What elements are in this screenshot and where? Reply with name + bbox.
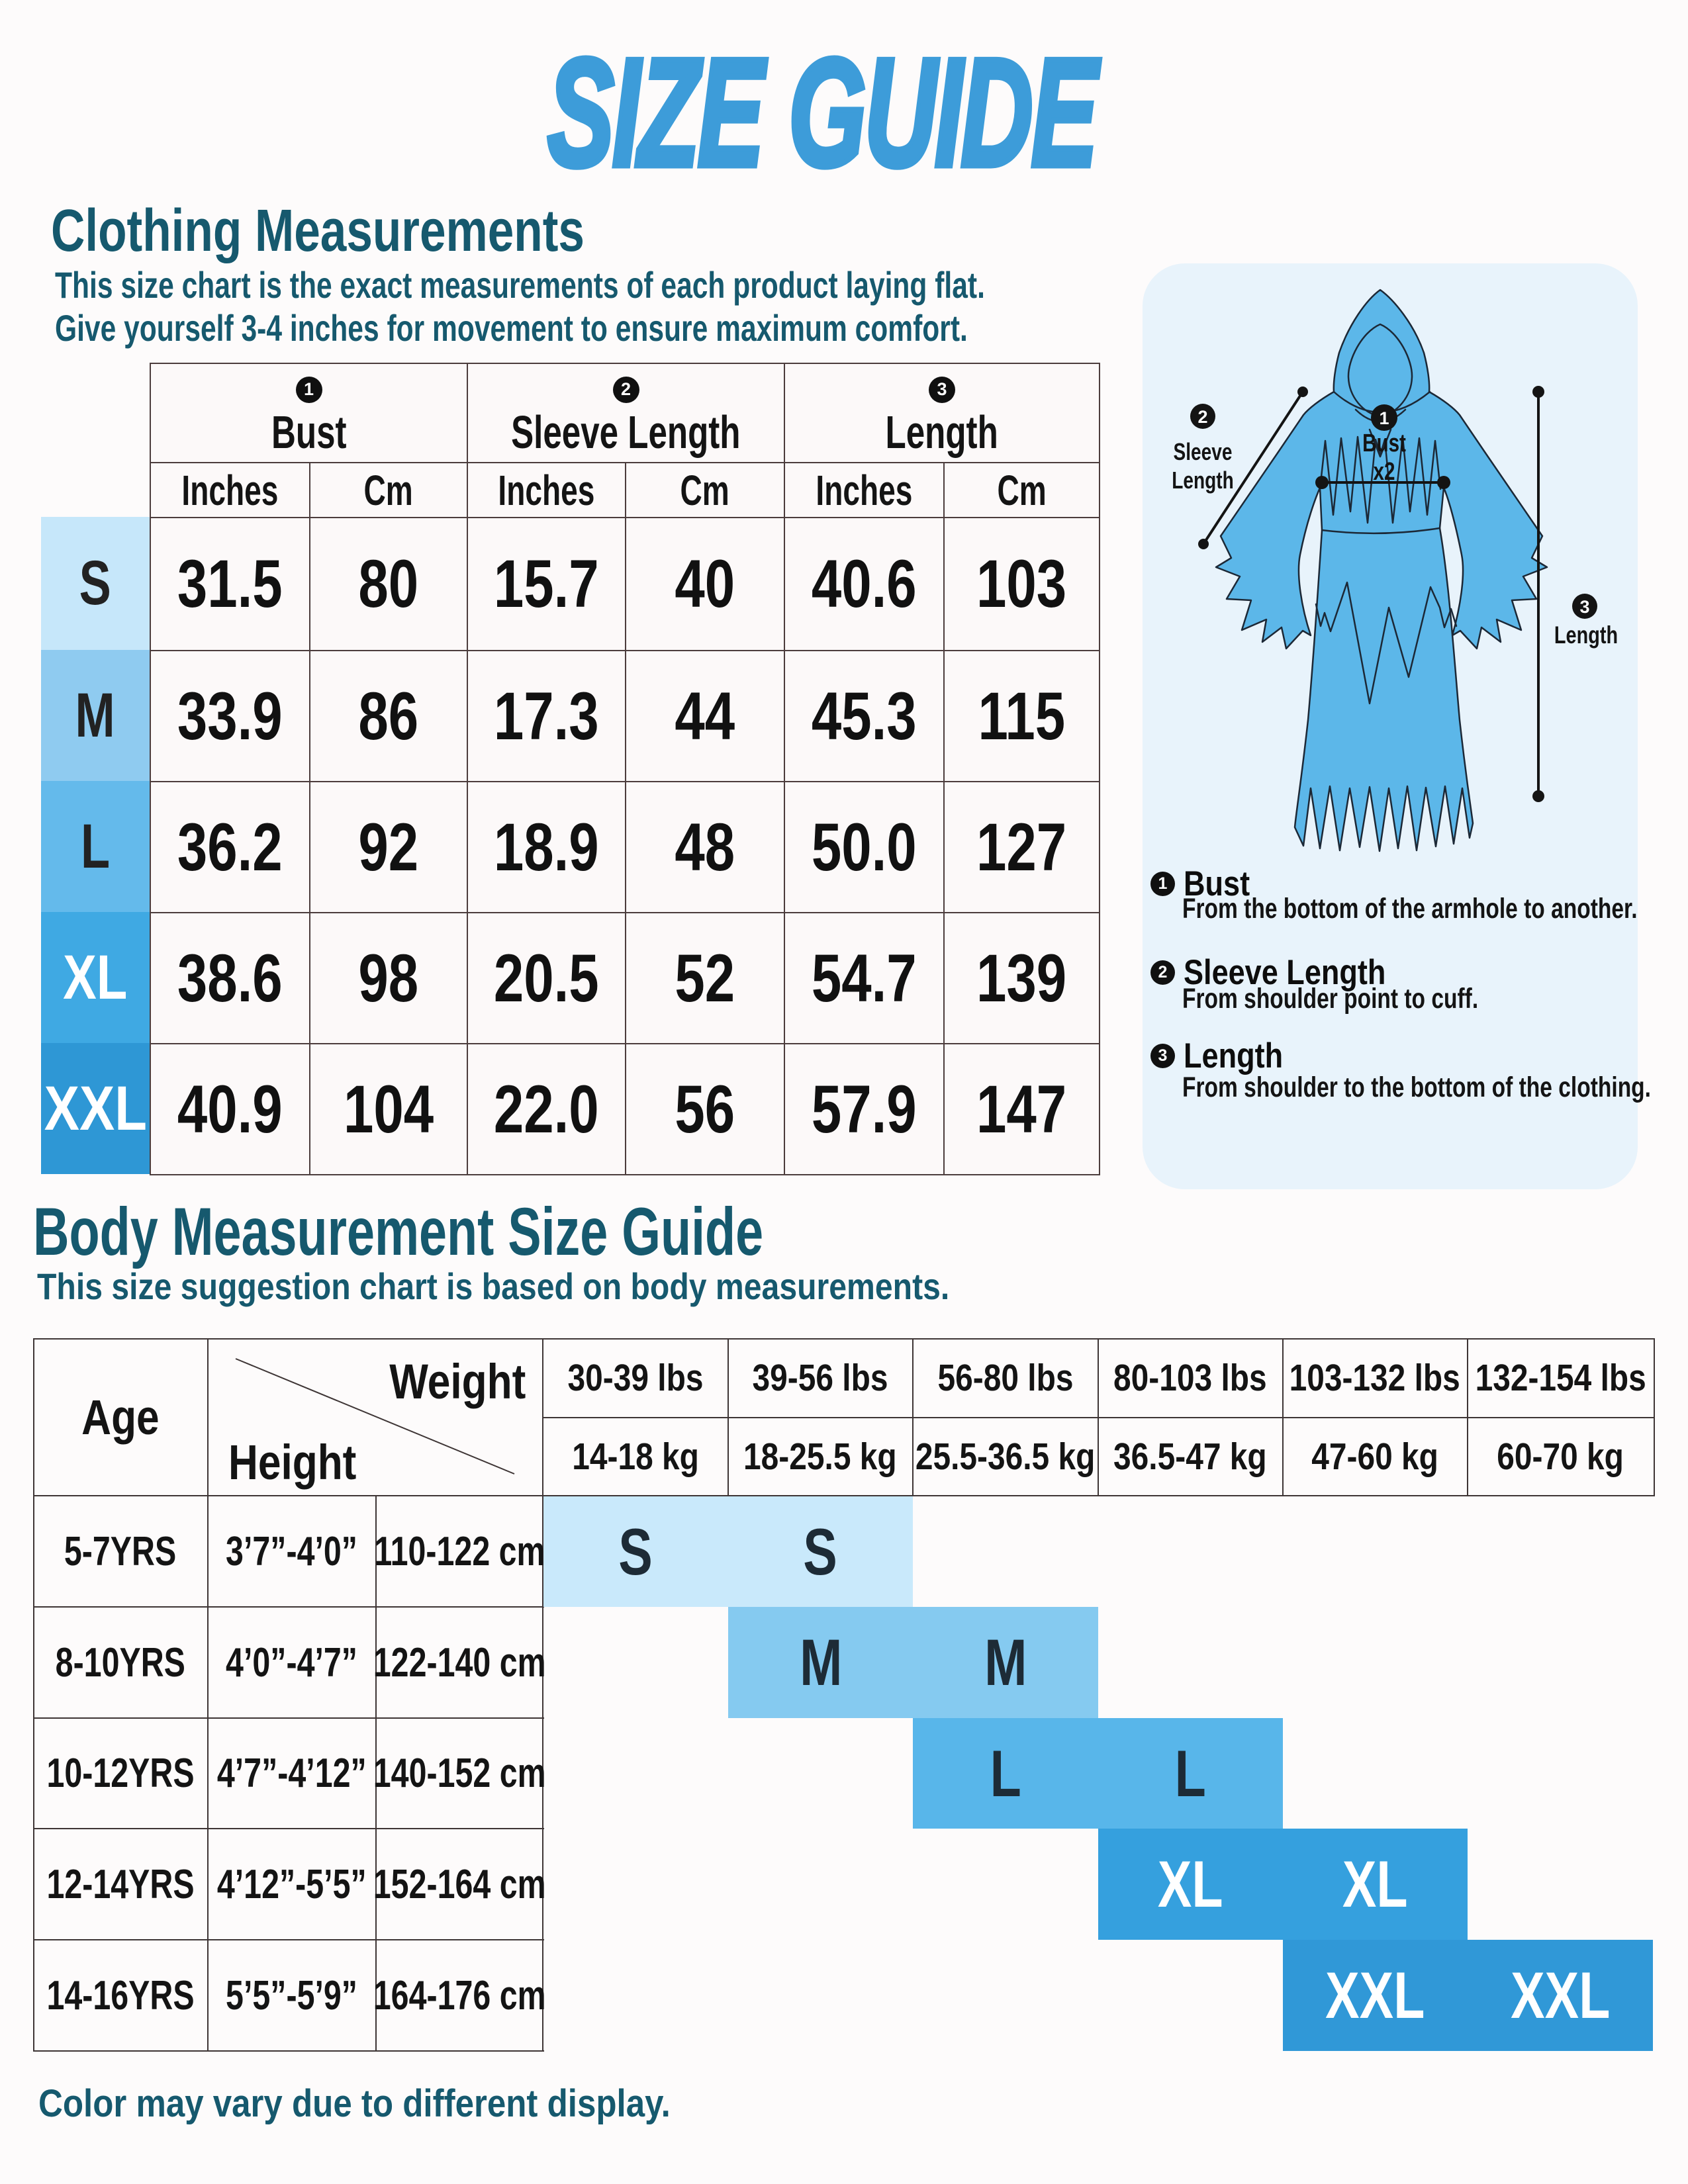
svg-text:Length: Length [1172,467,1234,494]
svg-text:3: 3 [1579,597,1589,617]
svg-text:1: 1 [1379,408,1389,428]
svg-text:Sleeve: Sleeve [1174,439,1233,465]
svg-text:Bust: Bust [1362,430,1406,457]
svg-text:2: 2 [1197,407,1207,427]
svg-text:Length: Length [1554,622,1618,649]
svg-text:x2: x2 [1374,458,1395,486]
